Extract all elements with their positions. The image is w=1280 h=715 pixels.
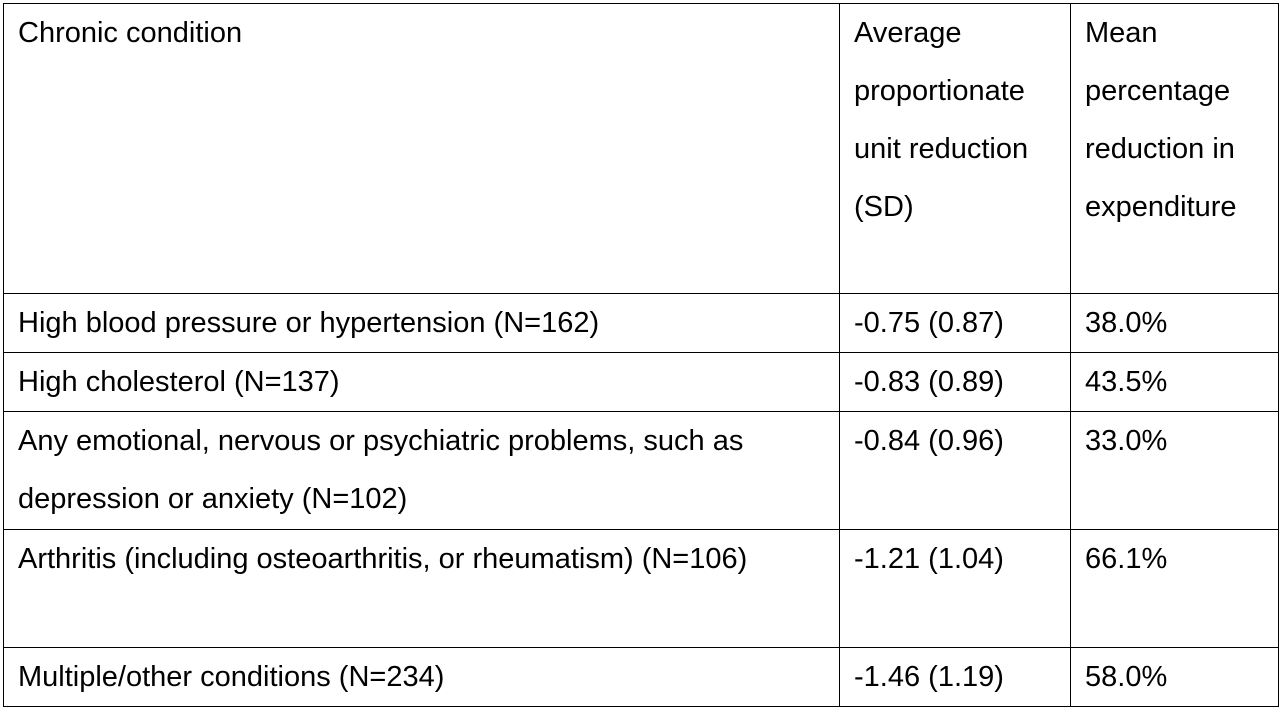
expenditure-reduction-cell: 38.0% [1070, 293, 1279, 353]
table-body: High blood pressure or hypertension (N=1… [3, 293, 1279, 707]
unit-reduction-cell: -0.84 (0.96) [839, 411, 1071, 530]
table-row: Any emotional, nervous or psychiatric pr… [3, 411, 1279, 530]
header-chronic-condition: Chronic condition [3, 3, 840, 294]
condition-cell: High cholesterol (N=137) [3, 352, 840, 412]
unit-reduction-cell: -1.21 (1.04) [839, 529, 1071, 648]
condition-cell: Multiple/other conditions (N=234) [3, 647, 840, 707]
unit-reduction-cell: -0.83 (0.89) [839, 352, 1071, 412]
unit-reduction-cell: -1.46 (1.19) [839, 647, 1071, 707]
table-header: Chronic condition Average proportionate … [3, 3, 1279, 294]
header-mean-percentage-reduction: Mean percentage reduction in expenditure [1070, 3, 1279, 294]
table-row: Multiple/other conditions (N=234) -1.46 … [3, 647, 1279, 707]
condition-cell: Any emotional, nervous or psychiatric pr… [3, 411, 840, 530]
expenditure-reduction-cell: 58.0% [1070, 647, 1279, 707]
expenditure-reduction-cell: 33.0% [1070, 411, 1279, 530]
header-average-unit-reduction: Average proportionate unit reduction (SD… [839, 3, 1071, 294]
data-table: Chronic condition Average proportionate … [3, 3, 1279, 707]
expenditure-reduction-cell: 43.5% [1070, 352, 1279, 412]
header-row: Chronic condition Average proportionate … [3, 3, 1279, 294]
condition-cell: High blood pressure or hypertension (N=1… [3, 293, 840, 353]
condition-cell: Arthritis (including osteoarthritis, or … [3, 529, 840, 648]
unit-reduction-cell: -0.75 (0.87) [839, 293, 1071, 353]
expenditure-reduction-cell: 66.1% [1070, 529, 1279, 648]
table-row: High cholesterol (N=137) -0.83 (0.89) 43… [3, 352, 1279, 412]
table-row: High blood pressure or hypertension (N=1… [3, 293, 1279, 353]
table-row: Arthritis (including osteoarthritis, or … [3, 529, 1279, 648]
